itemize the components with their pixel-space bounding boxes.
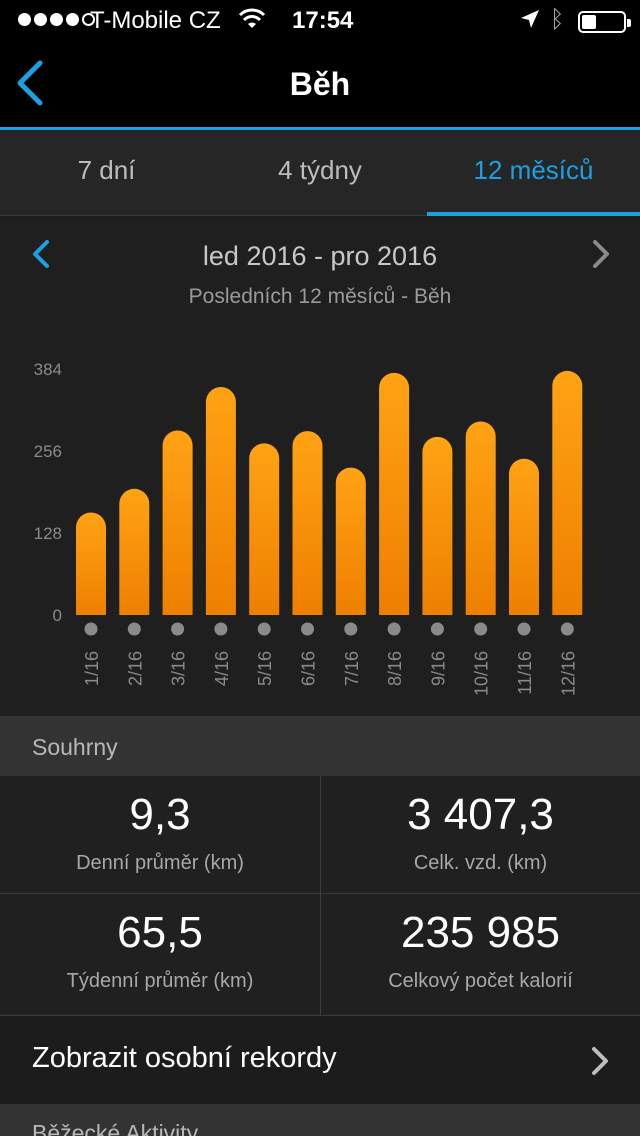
bar-marker-dot <box>127 622 141 636</box>
chart-bar[interactable] <box>76 512 106 616</box>
stat-value: 65,5 <box>117 908 203 957</box>
summary-heading: Souhrny <box>32 734 118 760</box>
personal-records-row[interactable]: Zobrazit osobní rekordy <box>0 1016 640 1104</box>
page-title: Běh <box>289 66 351 102</box>
x-tick-label: 7/16 <box>342 651 362 686</box>
bluetooth-icon: ᛒ <box>550 6 565 33</box>
chart-bar[interactable] <box>465 421 496 615</box>
stat-total-distance: 3 407,3 Celk. vzd. (km) <box>321 776 640 893</box>
x-tick-label: 9/16 <box>428 651 448 686</box>
activities-header: Běžecké Aktivity <box>0 1104 640 1136</box>
chart-bar[interactable] <box>119 488 150 615</box>
y-tick-label: 384 <box>34 360 62 379</box>
bar-marker-dot <box>430 622 444 636</box>
x-tick-label: 10/16 <box>472 651 492 696</box>
stat-daily-average: 9,3 Denní průměr (km) <box>0 776 320 893</box>
bar-marker-dot <box>301 622 314 636</box>
personal-records-label: Zobrazit osobní rekordy <box>32 1042 337 1074</box>
stat-value: 3 407,3 <box>407 790 554 839</box>
bar-marker-dot <box>387 622 401 636</box>
chart-bar[interactable] <box>335 467 366 615</box>
chevron-right-icon <box>592 1047 608 1075</box>
chart-bar[interactable] <box>249 443 280 615</box>
y-tick-label: 256 <box>34 442 62 461</box>
divider <box>320 776 321 1015</box>
location-arrow-icon <box>521 10 539 28</box>
bar-marker-dot <box>214 622 228 636</box>
stat-value: 235 985 <box>400 908 561 957</box>
previous-period-icon[interactable] <box>30 239 52 269</box>
nav-divider <box>0 127 640 130</box>
stat-label: Celkový počet kalorií <box>388 970 573 992</box>
chart-section: led 2016 - pro 2016 Posledních 12 měsíců… <box>0 217 640 715</box>
status-bar: T-Mobile CZ 17:54 ᛒ <box>0 0 640 40</box>
x-tick-label: 1/16 <box>82 651 102 686</box>
bar-marker-dot <box>344 622 358 636</box>
x-tick-label: 6/16 <box>299 651 319 686</box>
top-bar: T-Mobile CZ 17:54 ᛒ Běh <box>0 0 640 130</box>
chart-bar[interactable] <box>205 386 236 615</box>
back-chevron-icon[interactable] <box>14 60 44 106</box>
stat-label: Týdenní průměr (km) <box>66 970 254 992</box>
x-tick-label: 5/16 <box>255 651 275 686</box>
x-tick-label: 4/16 <box>212 651 232 686</box>
x-tick-label: 2/16 <box>125 651 145 686</box>
y-tick-label: 128 <box>34 524 62 543</box>
bar-marker-dot <box>560 622 574 636</box>
stat-label: Celk. vzd. (km) <box>413 852 548 874</box>
next-period-icon[interactable] <box>590 239 612 269</box>
stat-weekly-average: 65,5 Týdenní průměr (km) <box>0 894 320 1015</box>
chart-bar[interactable] <box>162 430 193 616</box>
divider <box>0 1015 640 1016</box>
signal-icon <box>18 13 95 26</box>
chart-bar[interactable] <box>552 370 583 615</box>
x-tick-label: 3/16 <box>169 651 189 686</box>
stat-total-calories: 235 985 Celkový počet kalorií <box>321 894 640 1015</box>
chart-bar[interactable] <box>379 372 410 615</box>
status-time: 17:54 <box>292 7 354 34</box>
x-tick-label: 12/16 <box>558 651 578 696</box>
chart-bar[interactable] <box>509 458 539 615</box>
monthly-bar-chart: 0 128 256 384 1/16 2/16 3/16 4/16 5/16 6/16 7/16 8/… <box>34 360 583 696</box>
bar-marker-dot <box>257 622 271 636</box>
tab-7-days[interactable]: 7 dní <box>77 155 136 185</box>
stat-value: 9,3 <box>129 790 191 839</box>
y-tick-label: 0 <box>53 606 62 625</box>
battery-icon <box>578 11 631 33</box>
period-tabs: 7 dní 4 týdny 12 měsíců <box>0 130 640 216</box>
bar-marker-dot <box>84 622 98 636</box>
period-range: led 2016 - pro 2016 <box>202 241 438 271</box>
x-tick-label: 8/16 <box>385 651 405 686</box>
carrier-name: T-Mobile CZ <box>90 7 221 34</box>
chart-bar[interactable] <box>422 436 453 615</box>
tab-4-weeks[interactable]: 4 týdny <box>278 155 362 185</box>
bar-marker-dot <box>517 622 531 636</box>
period-subtitle: Posledních 12 měsíců - Běh <box>188 285 452 308</box>
chart-bar[interactable] <box>292 431 323 615</box>
tab-12-months[interactable]: 12 měsíců <box>427 130 640 216</box>
x-tick-label: 11/16 <box>515 651 535 695</box>
summary-header: Souhrny <box>0 716 640 776</box>
wifi-icon <box>238 8 266 28</box>
bar-marker-dot <box>474 622 488 636</box>
bar-marker-dot <box>171 622 185 636</box>
stat-label: Denní průměr (km) <box>76 852 244 874</box>
activities-heading: Běžecké Aktivity <box>32 1120 199 1136</box>
